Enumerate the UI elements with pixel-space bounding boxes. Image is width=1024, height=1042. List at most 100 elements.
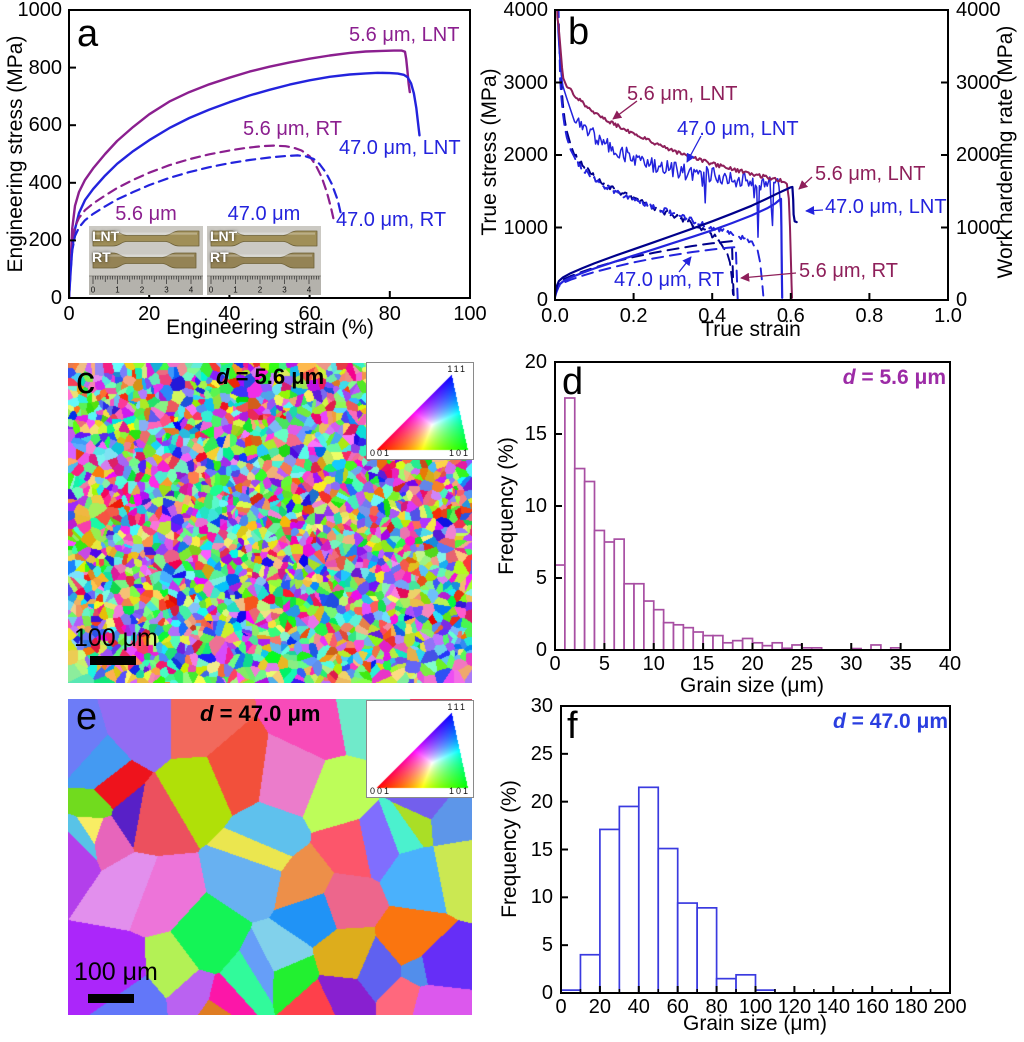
label-a-47-rt: 47.0 μm, RT	[336, 209, 447, 231]
panel-e-letter: e	[76, 696, 98, 738]
tick-label: 120	[777, 996, 812, 1018]
annotation-value: = 47.0 μm	[213, 701, 321, 726]
tick-label: 140	[816, 996, 850, 1018]
tick-label: 5	[541, 934, 553, 957]
tick-label: 400	[28, 171, 62, 194]
panel-b-ylabel-right: Work hardening rate (MPa)	[994, 25, 1017, 279]
tick-label: 0	[541, 982, 553, 1004]
svg-text:3: 3	[282, 286, 287, 295]
svg-text:1: 1	[115, 286, 120, 295]
panel-e-scalebar	[88, 994, 134, 1003]
tick-label: 10	[524, 495, 547, 517]
panel-d-letter: d	[562, 361, 584, 403]
svg-text:0: 0	[91, 286, 96, 295]
ipf-label-101: 101	[448, 448, 470, 458]
annotation-value: = 5.6 μm	[855, 366, 946, 389]
tick-label: 15	[530, 838, 553, 861]
ipf-label-001: 001	[370, 786, 392, 796]
tick-label: 10	[642, 653, 665, 675]
ipf-color-key-e: 111 001 101	[366, 700, 475, 799]
tick-label: 40	[938, 653, 962, 675]
tick-label: 60	[298, 303, 321, 325]
panel-f-annotation: d = 47.0 μm	[718, 710, 948, 734]
tick-label: 0	[50, 287, 62, 309]
annotation-d-symbol: d	[842, 366, 856, 389]
specimen-photo-5.6: 0 1 2 3 4	[89, 226, 203, 295]
tick-label: 0.6	[776, 305, 805, 327]
panel-e-scalebar-text: 100 μm	[74, 958, 158, 986]
tick-label: 200	[933, 996, 967, 1018]
panel-a-letter: a	[77, 13, 99, 55]
tick-label: 1000	[503, 216, 549, 239]
svg-text:3: 3	[164, 286, 169, 295]
label-b-47-rt: 47.0 μm, RT	[614, 269, 725, 291]
label-a-47-lnt: 47.0 μm, LNT	[339, 137, 461, 159]
tick-label: 2000	[503, 144, 549, 166]
ipf-color-key-c: 111 001 101	[366, 362, 475, 461]
tick-label: 0.0	[541, 305, 569, 327]
panel-a-xlabel: Engineering strain (%)	[166, 316, 374, 339]
label-b-ts-47-lnt: 47.0 μm, LNT	[825, 196, 947, 218]
tick-label: 0.8	[855, 305, 884, 327]
panel-b-ylabel-left: True stress (MPa)	[478, 68, 501, 236]
tick-label: 100	[738, 996, 773, 1018]
annotation-value: = 47.0 μm	[845, 710, 948, 733]
tick-label: 15	[692, 653, 715, 675]
inset-title-47: 47.0 μm	[227, 203, 301, 225]
tick-label: 160	[855, 996, 889, 1018]
inset-title-5.6: 5.6 μm	[115, 203, 177, 225]
tick-label: 0	[549, 653, 561, 675]
tick-label: 200	[28, 229, 62, 252]
panel-a-ylabel: Engineering stress (MPa)	[4, 35, 27, 273]
tick-label: 40	[627, 996, 650, 1018]
tick-label: 800	[28, 56, 62, 79]
tick-label: 3000	[956, 71, 1001, 94]
tick-label: 0.4	[698, 305, 727, 327]
ipf-triangle-c	[367, 363, 475, 461]
tick-label: 35	[889, 653, 912, 675]
annotation-d-symbol: d	[833, 710, 846, 733]
tick-label: 30	[840, 653, 863, 675]
panel-c-letter: c	[76, 360, 95, 402]
tick-label: 5	[598, 653, 610, 675]
tick-label: 1000	[956, 216, 1001, 239]
svg-text:1: 1	[233, 286, 238, 295]
panel-b-xlabel: True strain	[701, 318, 801, 341]
tick-label: 1.0	[934, 305, 962, 327]
ipf-triangle-e	[367, 701, 475, 799]
svg-text:0: 0	[209, 286, 214, 295]
tick-label: 0	[536, 289, 548, 311]
tick-label: 20	[524, 351, 547, 373]
tick-label: 100	[453, 303, 487, 325]
tick-label: 80	[705, 996, 728, 1018]
label-a-5.6-rt: 5.6 μm, RT	[243, 118, 342, 140]
svg-text:4: 4	[189, 286, 194, 295]
ipf-label-001: 001	[370, 448, 392, 458]
tick-label: 20	[741, 653, 764, 675]
tick-label: 30	[530, 695, 553, 717]
tick-label: 0.2	[619, 305, 648, 327]
label-b-ts-5.6-lnt: 5.6 μm, LNT	[815, 163, 926, 185]
ipf-label-111: 111	[447, 702, 467, 712]
label-a-5.6-lnt: 5.6 μm, LNT	[349, 24, 460, 46]
tick-label: 20	[530, 790, 553, 813]
panel-d-xlabel: Grain size (μm)	[680, 674, 824, 697]
tick-label: 0	[956, 289, 968, 311]
tick-label: 0	[535, 639, 547, 661]
svg-text:2: 2	[258, 286, 263, 295]
panel-c-scalebar	[90, 656, 136, 665]
panel-d-ylabel: Frequency (%)	[495, 437, 518, 575]
tick-label: 40	[218, 303, 241, 325]
label-b-whr-5.6-lnt: 5.6 μm, LNT	[627, 83, 738, 105]
tick-label: 4000	[956, 0, 1001, 21]
tick-label: 15	[524, 423, 547, 445]
label-b-whr-47-lnt: 47.0 μm, LNT	[677, 118, 799, 140]
panel-d-annotation: d = 5.6 μm	[716, 366, 946, 390]
panel-c-annotation: d = 5.6 μm	[216, 364, 324, 390]
tick-label: 20	[588, 996, 612, 1018]
tick-label: 4000	[503, 0, 549, 21]
photo1-lnt-label: LNT	[92, 228, 120, 244]
photo2-lnt-label: LNT	[210, 228, 238, 244]
tick-label: 25	[530, 742, 553, 765]
